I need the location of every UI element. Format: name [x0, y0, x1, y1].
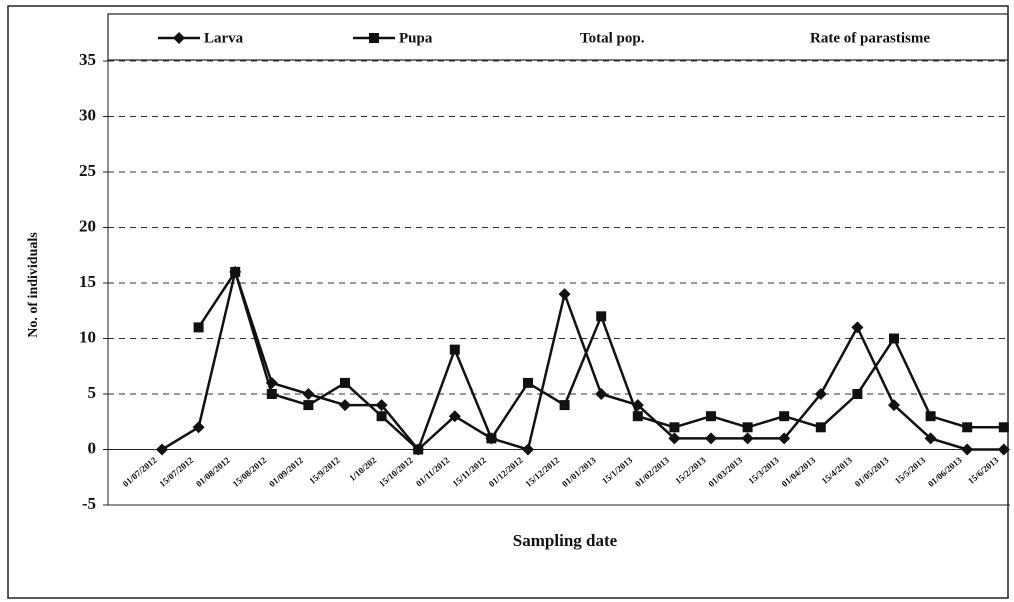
marker [302, 388, 315, 400]
marker [814, 388, 827, 400]
marker [997, 443, 1010, 456]
y-axis-label: No. of individuals [26, 232, 41, 338]
y-tick-label: 30 [79, 105, 96, 124]
marker [192, 421, 205, 434]
y-tick-label: 35 [79, 50, 96, 69]
marker [888, 399, 900, 412]
x-tick-label: 01/04/2013 [780, 455, 818, 489]
x-tick-label: 15/1/2013 [600, 455, 635, 486]
x-axis-label: Sampling date [513, 531, 618, 550]
marker [596, 311, 607, 322]
marker [851, 321, 864, 334]
marker [376, 411, 387, 422]
x-tick-label: 15/4/2013 [820, 455, 855, 486]
marker [523, 377, 533, 388]
marker [156, 443, 168, 456]
marker [961, 443, 974, 456]
x-tick-label: 01/05/2013 [853, 455, 891, 489]
series-line [161, 270, 1004, 451]
x-tick-label: 1/10/202 [347, 455, 378, 484]
x-tick-label: 01/11/2012 [414, 455, 452, 489]
marker [559, 400, 570, 411]
marker [852, 389, 863, 399]
marker [448, 410, 461, 423]
marker [486, 433, 497, 444]
marker [340, 377, 350, 388]
legend-label: Rate of parastisme [810, 30, 930, 46]
x-tick-label: 15/08/2012 [231, 455, 269, 489]
x-tick-label: 15/5/2013 [893, 455, 928, 486]
marker [339, 399, 351, 412]
x-tick-label: 15/12/2012 [523, 455, 561, 489]
marker [413, 444, 424, 455]
x-tick-label: 15/3/2013 [746, 455, 781, 486]
y-tick-label: 0 [88, 438, 97, 457]
x-tick-label: 01/03/2013 [706, 455, 744, 489]
marker [369, 33, 379, 43]
x-tick-label: 15/2/2013 [673, 455, 708, 486]
marker [778, 432, 791, 445]
x-tick-label: 01/12/2012 [487, 455, 525, 489]
marker [705, 432, 717, 445]
y-tick-label: -5 [82, 494, 96, 513]
x-tick-label: 01/02/2013 [633, 455, 671, 489]
marker [303, 400, 314, 411]
legend-label: Larva [204, 30, 244, 46]
marker [266, 389, 277, 399]
x-tick-label: 15/6/2013 [966, 455, 1001, 486]
marker [522, 443, 534, 456]
marker [632, 411, 643, 422]
marker [230, 266, 241, 277]
x-tick-label: 01/09/2012 [267, 455, 305, 489]
legend-label: Total pop. [580, 30, 645, 46]
marker [889, 333, 899, 344]
x-tick-label: 01/08/2012 [194, 455, 232, 489]
x-tick-label: 01/01/2013 [560, 455, 598, 489]
marker [742, 422, 753, 433]
marker [173, 32, 185, 44]
legend-label: Pupa [399, 30, 433, 46]
marker [595, 388, 608, 400]
marker [193, 322, 204, 333]
frame [7, 5, 1009, 599]
marker [449, 344, 460, 355]
marker [924, 432, 937, 445]
marker [706, 411, 716, 422]
y-tick-label: 15 [79, 272, 96, 291]
marker [669, 422, 680, 433]
x-tick-label: 15/10/2012 [377, 455, 415, 489]
y-tick-label: 25 [79, 161, 96, 180]
x-tick-label: 15/11/2012 [451, 455, 489, 489]
legend-box [107, 13, 1009, 61]
x-tick-label: 01/06/2013 [926, 455, 964, 489]
y-tick-label: 5 [88, 383, 97, 402]
x-tick-label: 15/07/2012 [157, 455, 195, 489]
marker [558, 288, 571, 301]
marker [998, 422, 1009, 433]
x-tick-label: 15/9/2012 [307, 455, 342, 486]
y-tick-label: 20 [79, 216, 96, 235]
marker [779, 411, 790, 422]
marker [668, 432, 681, 445]
marker [375, 399, 388, 412]
series-line [197, 270, 1004, 451]
marker [741, 432, 754, 445]
y-tick-label: 10 [79, 327, 96, 346]
x-tick-label: 01/07/2012 [121, 455, 159, 489]
marker [815, 422, 826, 433]
marker [925, 411, 936, 422]
marker [962, 422, 973, 433]
